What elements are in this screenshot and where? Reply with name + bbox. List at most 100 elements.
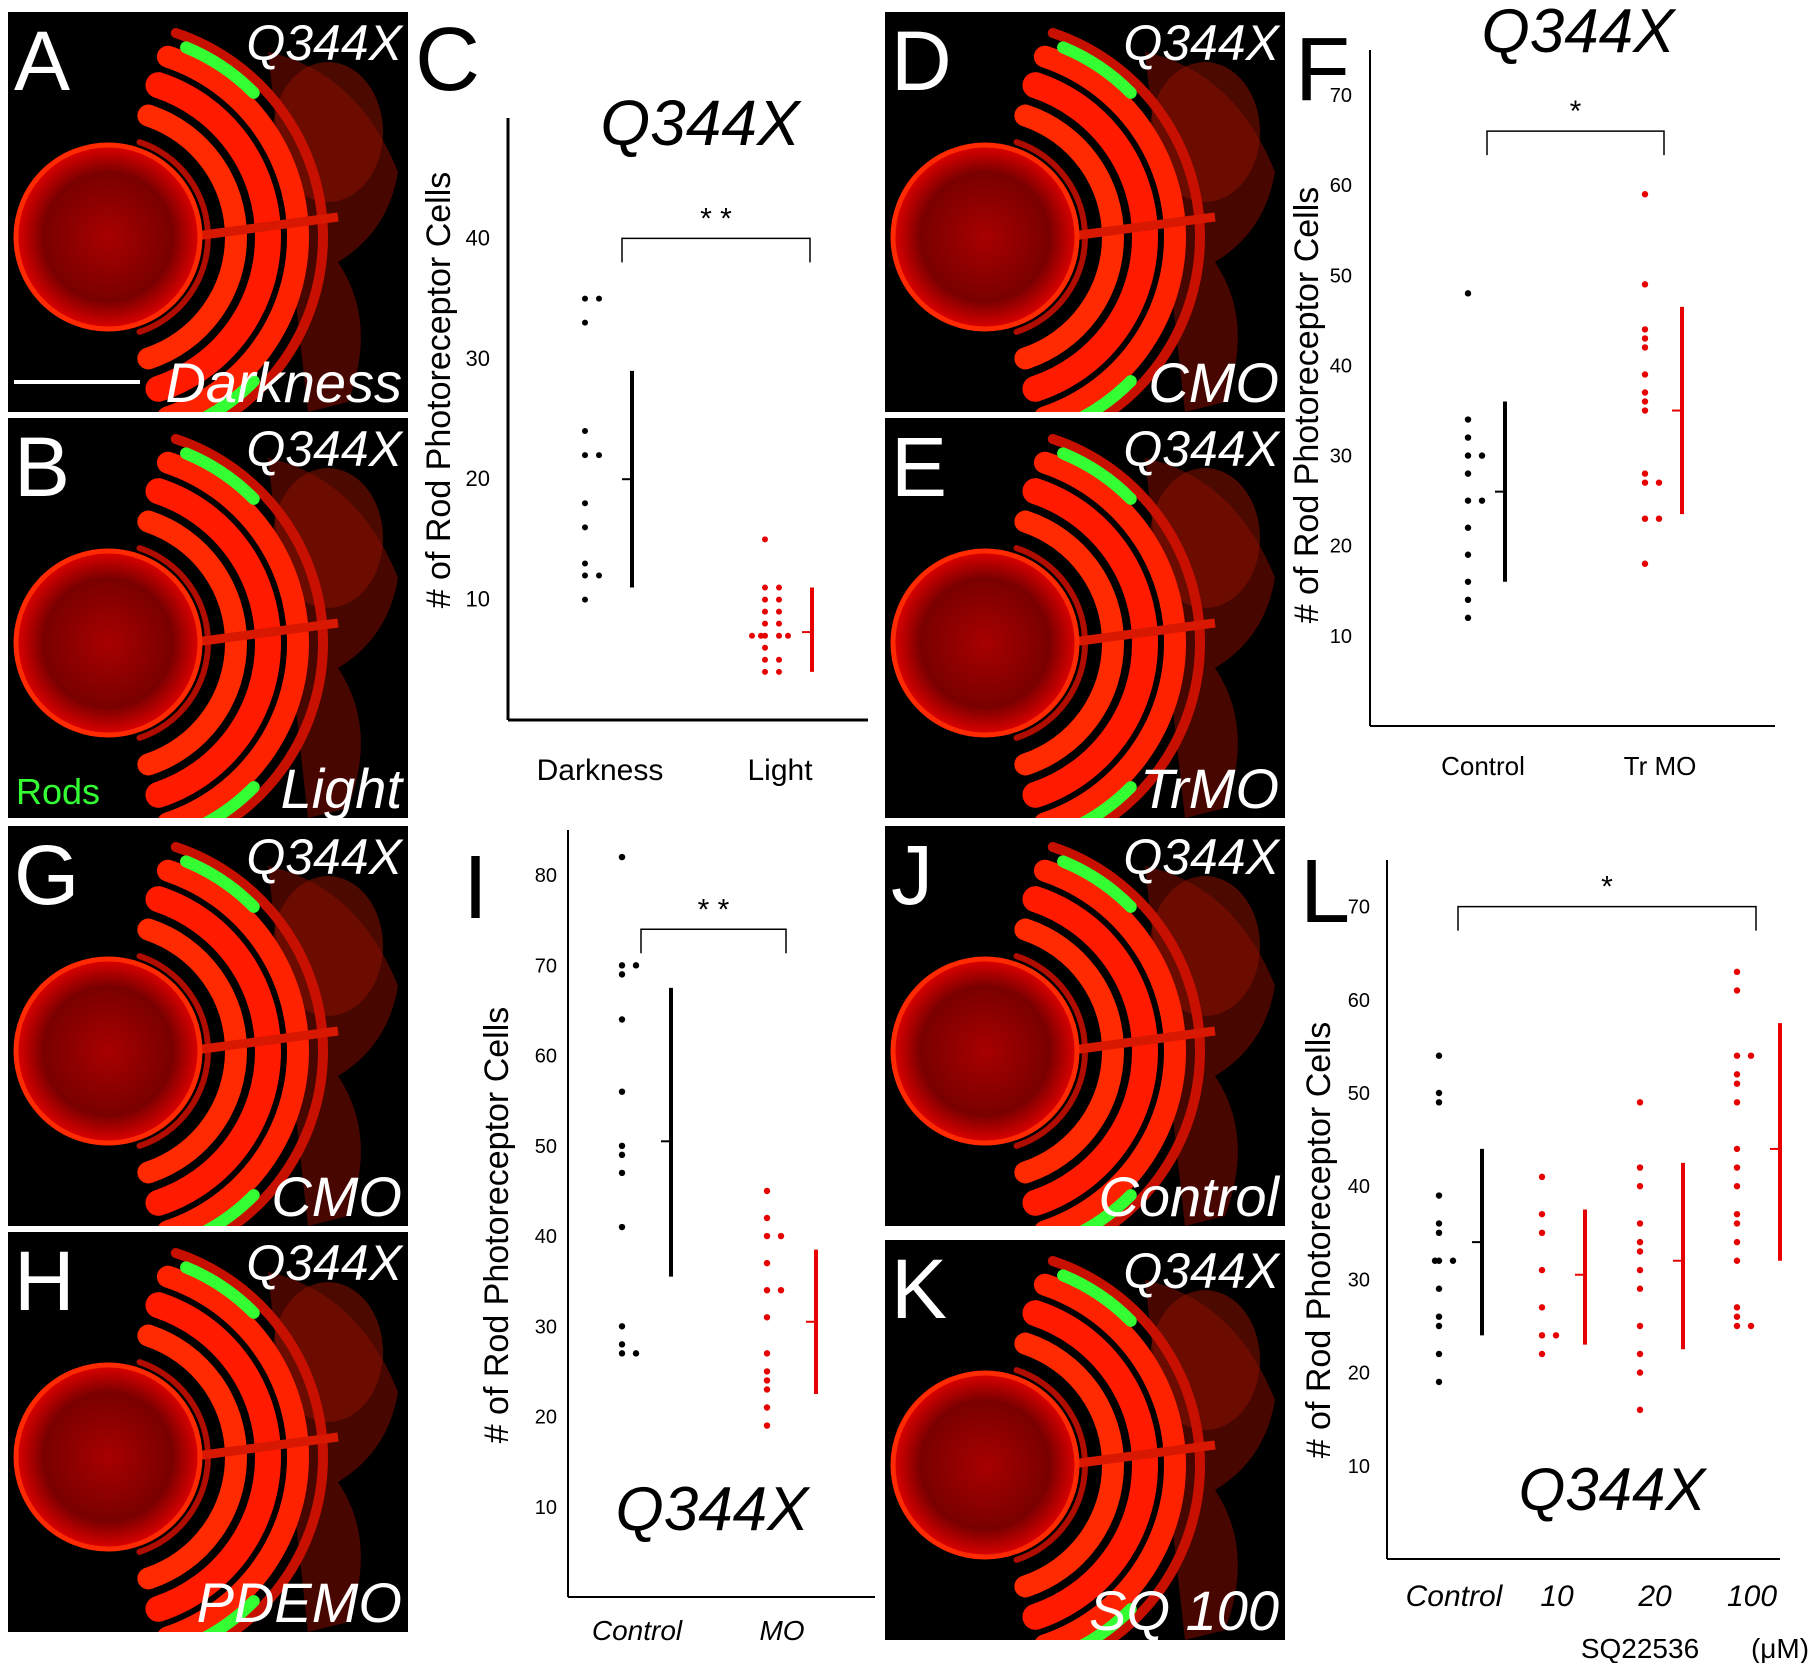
y-axis-label: # of Rod Photoreceptor Cells: [1300, 1022, 1338, 1459]
y-tick-label: 60: [1330, 175, 1352, 197]
data-point: [762, 608, 768, 615]
retina-layer: [137, 1324, 247, 1590]
retina-layer: [1047, 1255, 1205, 1640]
rod-cells-dorsal: [1057, 447, 1137, 505]
data-point: [1641, 191, 1649, 198]
genotype-label: Q344X: [1123, 1243, 1280, 1299]
condition-label: TrMO: [1140, 757, 1279, 820]
retina-layer: [156, 859, 309, 1226]
rod-cells-dorsal: [1057, 855, 1137, 913]
eye-image: [13, 27, 398, 412]
data-point: [776, 596, 782, 603]
retina-layer: [170, 1247, 328, 1632]
data-point: [1636, 1164, 1644, 1171]
data-point: [1733, 1164, 1741, 1171]
data-point: [1464, 416, 1472, 423]
tissue-shape: [273, 876, 383, 1016]
y-axis-label: # of Rod Photoreceptor Cells: [1288, 187, 1326, 624]
optic-nerve: [187, 1432, 339, 1462]
retina-layer: [1014, 918, 1124, 1184]
data-point: [1641, 389, 1649, 396]
y-tick-label: 50: [1330, 265, 1352, 287]
data-point: [1733, 1257, 1741, 1264]
significance-label: * *: [700, 202, 732, 235]
retina-layer: [1033, 1273, 1187, 1640]
y-tick-label: 70: [1348, 897, 1370, 919]
panel-letter: C: [415, 10, 480, 110]
data-point: [582, 428, 588, 435]
retina-layer: [1014, 104, 1124, 370]
panel-letter: A: [14, 14, 70, 108]
data-point: [1636, 1238, 1644, 1246]
data-point: [1464, 434, 1472, 441]
data-point: [1733, 1052, 1741, 1059]
data-point: [1538, 1173, 1546, 1181]
lens: [13, 548, 203, 738]
panel-letter: F: [1295, 20, 1350, 120]
chart-title: Q344X: [600, 87, 802, 159]
rod-cells-ventral: [1079, 1189, 1137, 1226]
data-point: [1733, 1145, 1741, 1153]
data-point: [632, 962, 640, 969]
data-point: [1538, 1350, 1546, 1358]
micrograph-panel-b: B Q344X Light Rods: [8, 418, 408, 820]
y-tick-label: 10: [535, 1497, 557, 1519]
y-tick-label: 70: [535, 955, 557, 977]
retina-layer: [1022, 478, 1158, 808]
data-point: [763, 1259, 771, 1267]
retina-layer: [170, 27, 328, 412]
rod-cells-dorsal: [1057, 1269, 1137, 1327]
condition-label: Control: [1098, 1165, 1280, 1228]
eye-image: [890, 1255, 1275, 1640]
data-point: [763, 1404, 771, 1411]
data-point: [1733, 968, 1741, 976]
tissue-shape: [273, 1282, 383, 1422]
data-point: [1636, 1285, 1644, 1292]
y-tick-label: 30: [1348, 1269, 1370, 1291]
data-point: [1435, 1322, 1443, 1330]
condition-label: CMO: [271, 1165, 402, 1228]
data-point: [618, 1323, 626, 1330]
eye-image: [13, 841, 398, 1226]
data-point: [777, 1287, 785, 1294]
genotype-label: Q344X: [1123, 829, 1280, 885]
data-point: [582, 524, 588, 531]
rod-cells-ventral: [1079, 781, 1137, 818]
data-point: [596, 452, 602, 459]
y-tick-label: 40: [1330, 355, 1352, 377]
data-point: [618, 1016, 626, 1023]
data-point: [763, 1422, 771, 1429]
x-category-label: Control: [592, 1615, 683, 1646]
data-point: [1733, 1238, 1741, 1246]
genotype-label: Q344X: [246, 1235, 403, 1291]
data-point: [1733, 1099, 1741, 1106]
data-point: [632, 1350, 640, 1357]
y-tick-label: 40: [535, 1226, 557, 1248]
x-category-label: 10: [1540, 1580, 1574, 1613]
data-point: [763, 1386, 771, 1393]
condition-label: Light: [281, 757, 405, 820]
rod-cells-dorsal: [180, 855, 260, 913]
y-tick-label: 60: [535, 1046, 557, 1068]
tissue-shape: [273, 62, 383, 202]
significance-bracket: [1486, 130, 1665, 156]
data-point: [1435, 1313, 1443, 1320]
x-axis-label: SQ22536: [1581, 1633, 1699, 1663]
data-point: [763, 1214, 771, 1222]
eye-image: [890, 841, 1275, 1226]
data-point: [1464, 578, 1472, 585]
chart-panel-f: 10 20 30 40 50 60 70 # of Rod Photoreceptor Cel…: [1288, 0, 1775, 781]
data-point: [582, 319, 588, 326]
optic-nerve: [187, 1026, 339, 1056]
data-point: [1464, 614, 1472, 622]
data-point: [1733, 1071, 1741, 1078]
data-point: [758, 632, 764, 639]
data-point: [1641, 344, 1649, 351]
data-point: [763, 1350, 771, 1357]
retina-layer: [1033, 859, 1186, 1226]
x-category-label: Tr MO: [1624, 751, 1697, 781]
optic-nerve: [187, 618, 339, 648]
y-tick-label: 80: [535, 865, 557, 887]
data-point: [1538, 1332, 1546, 1339]
data-point: [618, 853, 626, 861]
